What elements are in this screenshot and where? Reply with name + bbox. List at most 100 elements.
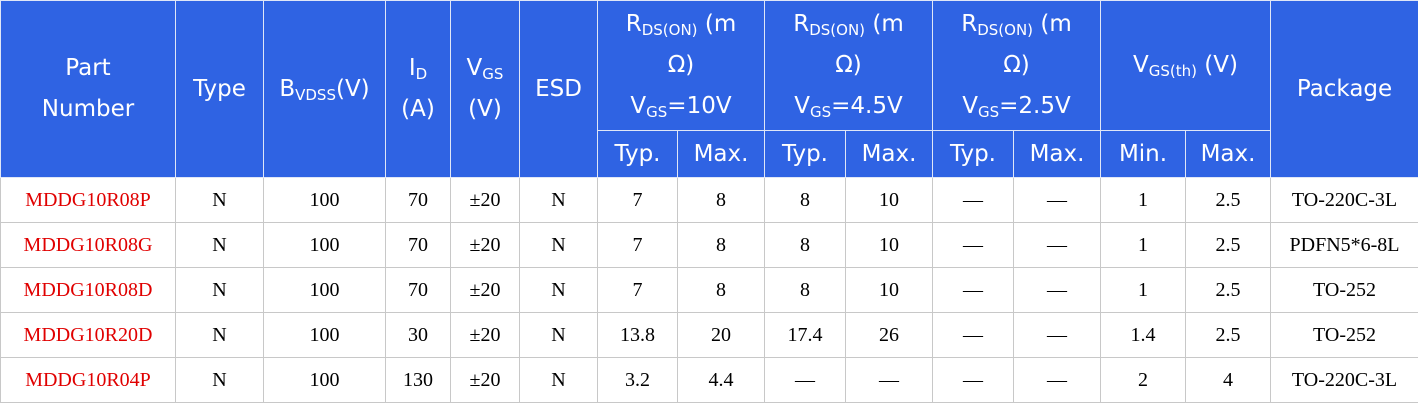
- cell: TO-252: [1270, 267, 1418, 313]
- subscript: GS: [977, 103, 1000, 121]
- subscript: GS: [646, 103, 668, 121]
- column-header: Package: [1270, 0, 1418, 178]
- header-text: V: [630, 93, 647, 119]
- subscript: DS(ON): [977, 21, 1034, 39]
- subscript: GS(th): [1148, 62, 1197, 80]
- cell: N: [175, 267, 264, 313]
- header-line: (V): [451, 89, 519, 130]
- header-text: V: [1133, 52, 1149, 78]
- cell: 100: [263, 222, 386, 268]
- column-header: BVDSS(V): [263, 0, 386, 178]
- header-line: ESD: [520, 69, 597, 110]
- cell: 13.8: [597, 312, 678, 358]
- cell: N: [175, 312, 264, 358]
- header-text: V: [466, 55, 483, 81]
- cell: 8: [764, 267, 846, 313]
- header-text: Ω): [835, 52, 862, 78]
- header-text: R: [625, 11, 642, 37]
- header-text: Ω): [667, 52, 695, 78]
- cell: 2.5: [1184, 177, 1272, 223]
- part-number: MDDG10R08P: [0, 177, 176, 223]
- cell: 70: [385, 222, 451, 268]
- cell: N: [519, 267, 598, 313]
- cell: —: [1013, 357, 1101, 403]
- cell: 70: [385, 267, 451, 313]
- cell: 7: [597, 267, 678, 313]
- subscript: DS(ON): [809, 21, 866, 39]
- cell: ±20: [450, 222, 520, 268]
- cell: —: [1013, 222, 1101, 268]
- header-text: (m: [865, 11, 904, 37]
- header-text: (V): [468, 96, 502, 122]
- header-text: (A): [401, 96, 435, 122]
- cell: 8: [677, 222, 765, 268]
- cell: —: [845, 357, 933, 403]
- header-line: RDS(ON) (m: [933, 4, 1100, 45]
- table-row: MDDG10R08P N 100 70 ±20 N 7 8 8 10— —1 2.5 TO-220C-3…: [0, 177, 1418, 223]
- sub-header: Max.: [845, 130, 933, 178]
- cell: —: [932, 267, 1014, 313]
- header-text: V: [962, 93, 978, 119]
- table-row: MDDG10R08G N 100 70 ±20 N 7 8 8 10— —1 2.5 PDFN5*6-8…: [0, 222, 1418, 268]
- cell: —: [932, 222, 1014, 268]
- header-line: Type: [176, 69, 263, 110]
- cell: —: [1013, 312, 1101, 358]
- part-number: MDDG10R08G: [0, 222, 176, 268]
- header-line: Ω): [933, 45, 1100, 86]
- column-header: Part Number: [0, 0, 176, 178]
- column-header: RDS(ON) (m Ω) VGS=2.5V: [932, 0, 1101, 131]
- cell: —: [932, 312, 1014, 358]
- cell: TO-220C-3L: [1270, 177, 1418, 223]
- cell: N: [519, 312, 598, 358]
- cell: N: [519, 357, 598, 403]
- cell: —: [1013, 267, 1101, 313]
- cell: 1: [1100, 222, 1186, 268]
- header-line: VGS(th) (V): [1101, 45, 1270, 86]
- header-line: RDS(ON) (m: [765, 4, 932, 45]
- table-body: MDDG10R08P N 100 70 ±20 N 7 8 8 10— —1 2.5 TO-220C-3…: [0, 177, 1418, 403]
- header-text: Number: [41, 96, 135, 122]
- cell: —: [764, 357, 846, 403]
- cell: 2.5: [1184, 267, 1272, 313]
- cell: 2.5: [1184, 222, 1272, 268]
- table-row: MDDG10R08D N 100 70 ±20 N 7 8 8 10— —1 2.5 TO-252: [0, 267, 1418, 313]
- cell: 8: [764, 222, 846, 268]
- part-number: MDDG10R04P: [0, 357, 176, 403]
- cell: 1: [1100, 177, 1186, 223]
- sub-header: Max.: [677, 130, 765, 178]
- cell: ±20: [450, 357, 520, 403]
- header-text: R: [961, 11, 978, 37]
- cell: 100: [263, 177, 386, 223]
- header-text: =2.5V: [999, 93, 1071, 119]
- cell: —: [1013, 177, 1101, 223]
- cell: N: [175, 177, 264, 223]
- header-text: =4.5V: [831, 93, 903, 119]
- header-line: Package: [1271, 69, 1418, 110]
- header-text: (V): [1197, 52, 1238, 78]
- cell: 1: [1100, 267, 1186, 313]
- header-text: (V): [335, 75, 370, 102]
- sub-header: Min.: [1100, 130, 1186, 178]
- header-text: (m: [697, 11, 737, 37]
- header-text: Part: [65, 55, 111, 81]
- cell: 1.4: [1100, 312, 1186, 358]
- cell: TO-220C-3L: [1270, 357, 1418, 403]
- cell: N: [519, 177, 598, 223]
- header-line: ID: [386, 48, 450, 89]
- header-line: Ω): [598, 45, 764, 86]
- sub-header: Max.: [1184, 130, 1272, 178]
- sub-header: Max.: [1013, 130, 1101, 178]
- header-line: RDS(ON) (m: [598, 4, 764, 45]
- header-text: V: [794, 93, 810, 119]
- header-line: Part: [1, 48, 175, 89]
- subscript: DS(ON): [641, 21, 698, 39]
- header-line: (A): [386, 89, 450, 130]
- header-line: VGS: [451, 48, 519, 89]
- subscript: D: [415, 65, 428, 83]
- subscript: GS: [482, 65, 504, 83]
- column-header: VGS (V): [450, 0, 520, 178]
- cell: 8: [764, 177, 846, 223]
- subscript: VDSS: [295, 85, 336, 104]
